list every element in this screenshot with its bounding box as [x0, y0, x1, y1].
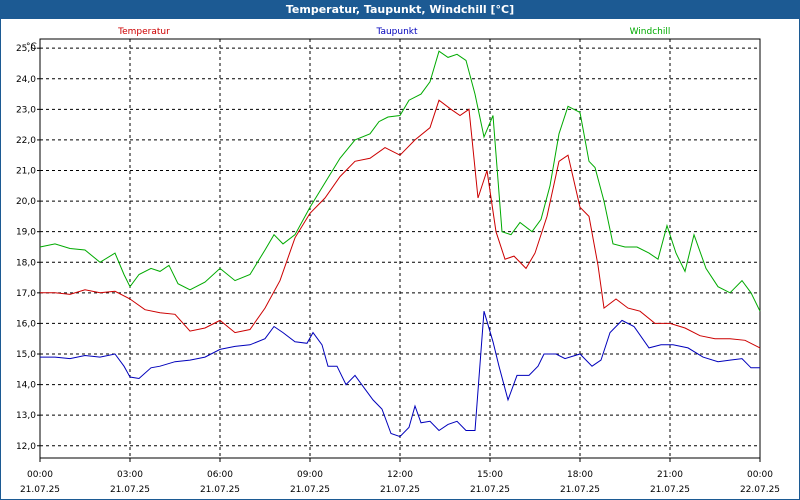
y-tick-label: 19,0	[16, 228, 36, 238]
legend-item-temperatur: Temperatur	[117, 27, 170, 37]
x-tick-date: 22.07.25	[740, 485, 780, 495]
y-tick-label: 23,0	[16, 105, 36, 115]
y-tick-label: 17,0	[16, 289, 36, 299]
x-tick-date: 21.07.25	[290, 485, 330, 495]
y-tick-label: 15,0	[16, 350, 36, 360]
x-tick-date: 21.07.25	[650, 485, 690, 495]
legend-item-windchill: Windchill	[630, 27, 671, 37]
x-tick-time: 15:00	[477, 470, 503, 480]
x-tick-time: 12:00	[387, 470, 413, 480]
x-tick-date: 21.07.25	[20, 485, 60, 495]
series-line-temperatur	[40, 99, 761, 349]
x-tick-time: 21:00	[657, 470, 683, 480]
y-tick-label: 13,0	[16, 411, 36, 421]
chart-title: Temperatur, Taupunkt, Windchill [°C]	[1, 1, 799, 19]
y-tick-label: 25,0	[16, 44, 36, 54]
x-tick-time: 03:00	[117, 470, 143, 480]
y-tick-label: 12,0	[16, 442, 36, 452]
grid	[40, 39, 760, 458]
x-tick-time: 00:00	[27, 470, 53, 480]
y-tick-label: 16,0	[16, 319, 36, 329]
y-axis-unit-label: °C	[26, 42, 37, 52]
y-tick-label: 14,0	[16, 381, 36, 391]
series-lines	[39, 50, 761, 438]
x-tick-time: 18:00	[567, 470, 593, 480]
y-tick-label: 21,0	[16, 167, 36, 177]
x-tick-date: 21.07.25	[560, 485, 600, 495]
legend-item-taupunkt: Taupunkt	[375, 27, 418, 37]
x-tick-date: 21.07.25	[110, 485, 150, 495]
x-tick-date: 21.07.25	[470, 485, 510, 495]
x-tick-time: 09:00	[297, 470, 323, 480]
x-axis-ticks: 00:00 21.07.25 03:00 21.07.25 06:00 21.07.25 0…	[20, 458, 780, 495]
x-tick-time: 06:00	[207, 470, 233, 480]
legend: Temperatur Taupunkt Windchill	[117, 27, 670, 37]
x-tick-time: 00:00	[747, 470, 773, 480]
y-axis-ticks: 12,0 13,0 14,0 15,0 16,0 17,0 18,0 19,0 20,0 21,0…	[16, 44, 40, 452]
series-line-windchill	[39, 50, 761, 312]
series-line-taupunkt	[40, 311, 760, 438]
x-tick-date: 21.07.25	[200, 485, 240, 495]
y-tick-label: 18,0	[16, 258, 36, 268]
y-tick-label: 20,0	[16, 197, 36, 207]
y-tick-label: 24,0	[16, 75, 36, 85]
x-tick-date: 21.07.25	[380, 485, 420, 495]
y-tick-label: 22,0	[16, 136, 36, 146]
